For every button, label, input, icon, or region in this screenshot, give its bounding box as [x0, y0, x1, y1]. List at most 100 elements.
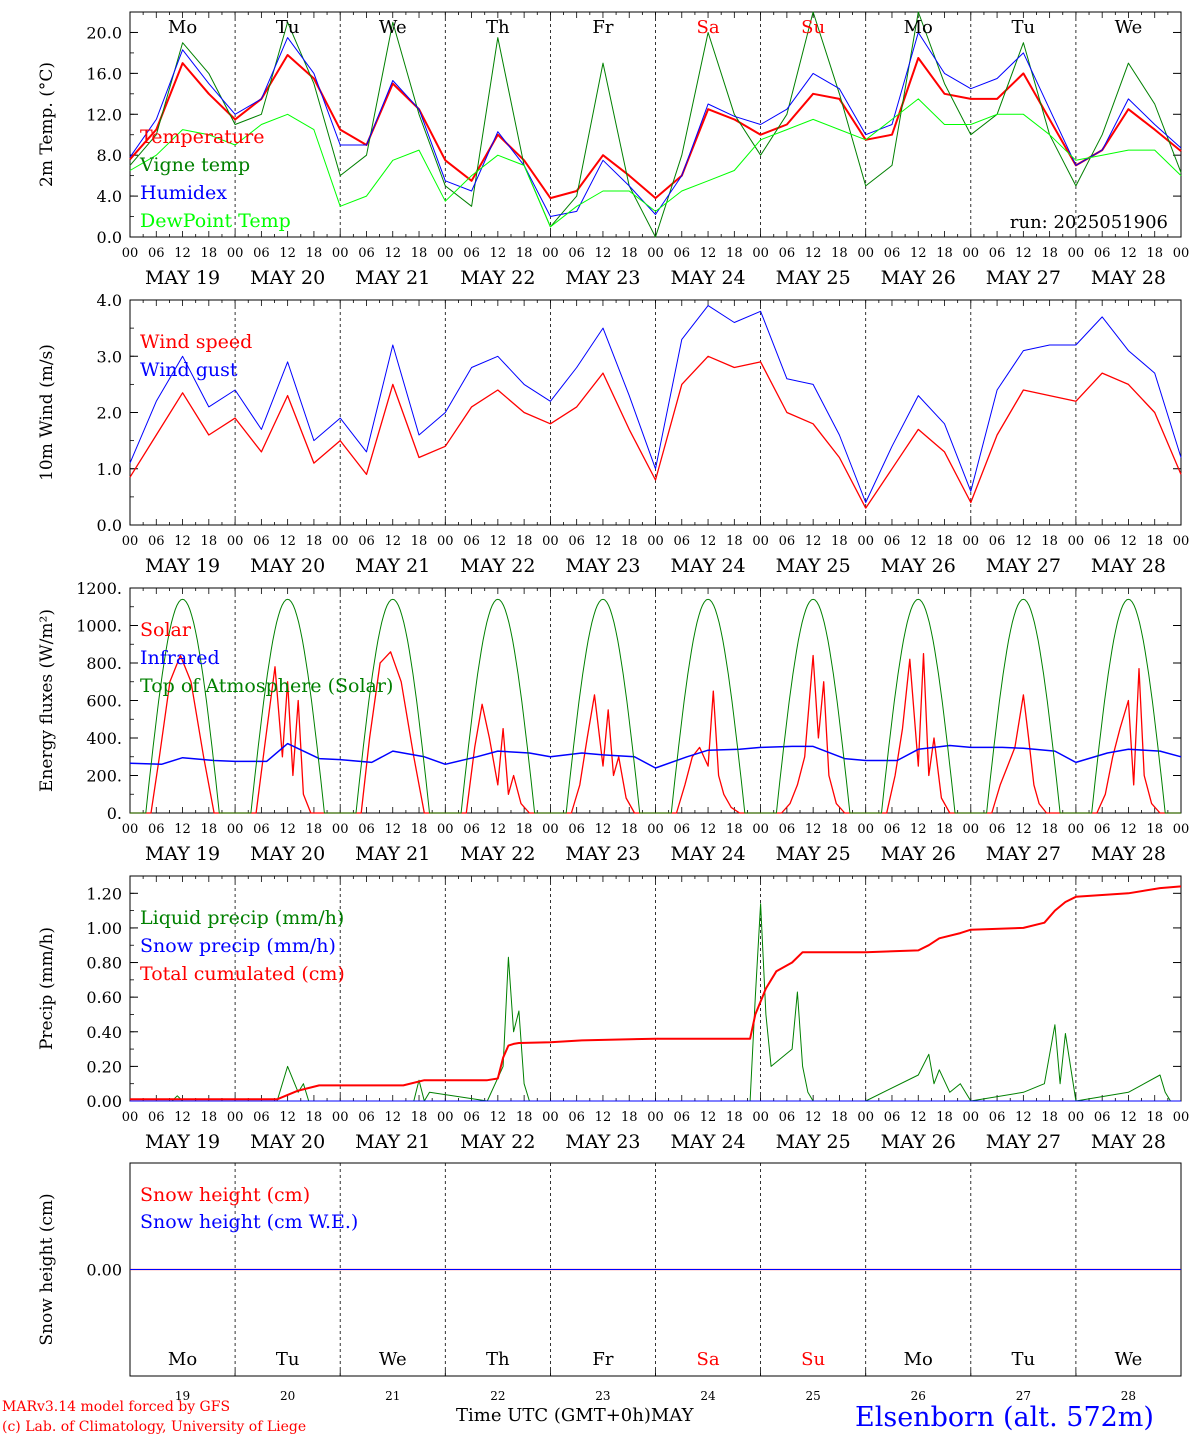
y-tick-label: 3.0 — [97, 347, 122, 366]
hour-label: 00 — [437, 534, 454, 549]
day-number-label: 24 — [700, 1389, 716, 1400]
hour-label: 06 — [148, 1110, 165, 1125]
hour-label: 12 — [384, 822, 401, 837]
hour-label: 06 — [568, 822, 585, 837]
hour-label: 18 — [1041, 822, 1058, 837]
series-line — [129, 355, 1182, 509]
hour-label: 06 — [674, 822, 691, 837]
hour-label: 18 — [1146, 246, 1163, 261]
hour-label: 12 — [1120, 246, 1137, 261]
date-label: MAY 21 — [355, 555, 430, 577]
y-tick-label: 0.00 — [86, 1092, 122, 1111]
hour-label: 06 — [989, 1110, 1006, 1125]
hour-label: 06 — [463, 246, 480, 261]
hour-label: 12 — [805, 534, 822, 549]
hour-label: 12 — [700, 534, 717, 549]
panel-2 — [129, 299, 1182, 526]
date-label: MAY 28 — [1091, 843, 1166, 865]
y-tick-label: 1200. — [76, 579, 122, 598]
date-label: MAY 23 — [565, 1131, 640, 1153]
hour-label: 06 — [884, 822, 901, 837]
hour-label: 18 — [1146, 822, 1163, 837]
hour-label: 12 — [1015, 822, 1032, 837]
date-label: MAY 19 — [145, 555, 220, 577]
run-label: run: 2025051906 — [1010, 212, 1168, 233]
hour-label: 06 — [358, 1110, 375, 1125]
hour-label: 00 — [332, 1110, 349, 1125]
weekday-label: Sa — [697, 17, 720, 38]
date-label: MAY 20 — [250, 267, 325, 289]
date-label: MAY 28 — [1091, 1131, 1166, 1153]
hour-label: 18 — [1041, 1110, 1058, 1125]
hour-label: 06 — [779, 822, 796, 837]
y-tick-label: 1.20 — [86, 884, 122, 903]
hour-label: 12 — [910, 822, 927, 837]
legend-entry: Snow height (cm) — [140, 1184, 310, 1206]
hour-label: 06 — [779, 246, 796, 261]
hour-label: 18 — [831, 534, 848, 549]
hour-label: 18 — [411, 246, 428, 261]
hour-label: 18 — [936, 1110, 953, 1125]
y-tick-label: 0.0 — [97, 516, 122, 535]
date-label: MAY 22 — [460, 555, 535, 577]
hour-label: 18 — [1146, 1110, 1163, 1125]
hour-label: 18 — [516, 822, 533, 837]
series-line — [130, 598, 1181, 814]
hour-label: 06 — [674, 246, 691, 261]
date-label: MAY 24 — [670, 267, 745, 289]
legend-entry: DewPoint Temp — [140, 210, 291, 232]
hour-label: 18 — [411, 822, 428, 837]
time-axis-caption: Time UTC (GMT+0h)MAY — [456, 1405, 693, 1426]
y-tick-label: 0.40 — [86, 1023, 122, 1042]
hour-label: 12 — [1120, 1110, 1137, 1125]
date-label: MAY 21 — [355, 1131, 430, 1153]
legend-entry: Liquid precip (mm/h) — [140, 907, 344, 929]
hour-label: 00 — [227, 822, 244, 837]
weekday-label: Th — [486, 1349, 510, 1370]
date-label: MAY 19 — [145, 843, 220, 865]
hour-label: 00 — [857, 534, 874, 549]
weekday-label: We — [1115, 17, 1143, 38]
hour-label: 06 — [253, 534, 270, 549]
legend-entry: Wind speed — [140, 331, 252, 353]
hour-label: 12 — [910, 534, 927, 549]
date-label: MAY 21 — [355, 843, 430, 865]
hour-label: 00 — [963, 534, 980, 549]
date-label: MAY 27 — [986, 555, 1061, 577]
panel-4 — [129, 875, 1182, 1102]
hour-label: 06 — [148, 534, 165, 549]
panel-3 — [129, 587, 1182, 814]
weekday-label: Fr — [592, 17, 613, 38]
panel-frame — [129, 587, 1182, 814]
hour-label: 18 — [411, 1110, 428, 1125]
hour-label: 06 — [568, 1110, 585, 1125]
hour-label: 00 — [332, 822, 349, 837]
hour-label: 06 — [779, 534, 796, 549]
hour-label: 12 — [279, 822, 296, 837]
date-label: MAY 28 — [1091, 555, 1166, 577]
hour-label: 00 — [1173, 822, 1190, 837]
day-number-label: 22 — [490, 1389, 505, 1400]
hour-label: 12 — [1015, 1110, 1032, 1125]
weekday-label: Th — [486, 17, 510, 38]
legend-entry: Humidex — [140, 182, 227, 204]
hour-label: 06 — [148, 246, 165, 261]
hour-label: 18 — [201, 534, 218, 549]
hour-label: 18 — [726, 822, 743, 837]
y-tick-label: 0.80 — [86, 954, 122, 973]
weekday-label: Su — [801, 1349, 825, 1370]
hour-label: 18 — [201, 246, 218, 261]
date-label: MAY 25 — [776, 843, 851, 865]
legend-entry: Temperature — [140, 126, 264, 148]
hour-label: 18 — [201, 1110, 218, 1125]
hour-label: 00 — [227, 246, 244, 261]
hour-label: 00 — [647, 534, 664, 549]
hour-label: 18 — [411, 534, 428, 549]
model-credit: MARv3.14 model forced by GFS — [2, 1399, 231, 1415]
hour-label: 18 — [831, 1110, 848, 1125]
y-tick-label: 0.60 — [86, 988, 122, 1007]
hour-label: 00 — [1173, 246, 1190, 261]
legend-entry: Top of Atmosphere (Solar) — [140, 675, 393, 697]
hour-label: 06 — [989, 246, 1006, 261]
panel-frame — [129, 11, 1182, 238]
